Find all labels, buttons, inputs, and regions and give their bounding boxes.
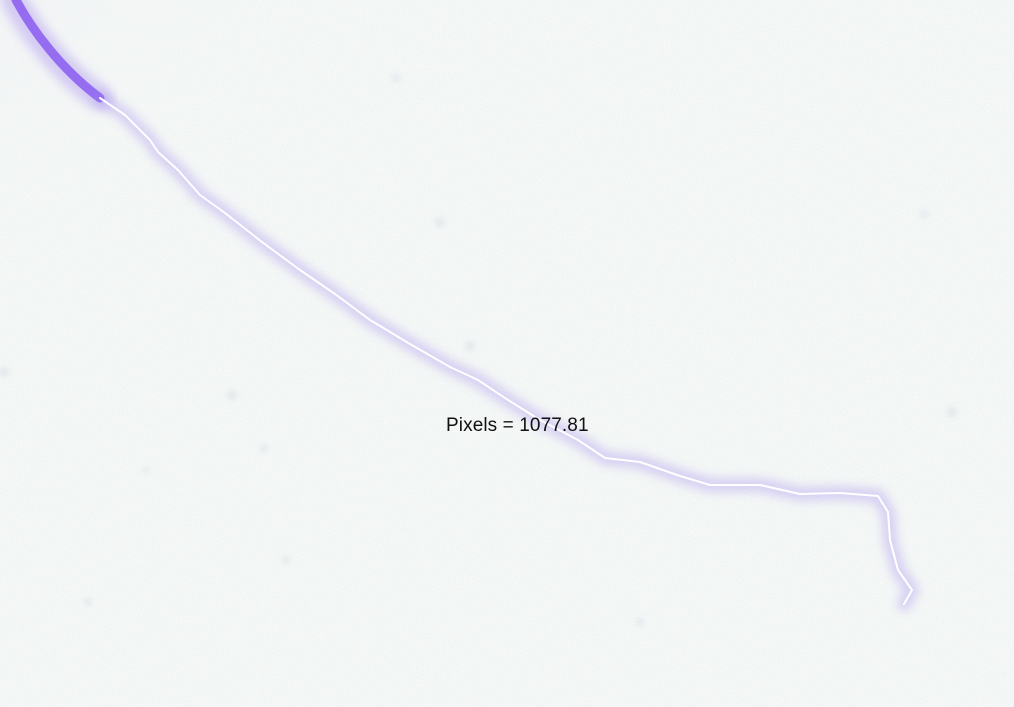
- fiber-thick-core: [11, 0, 105, 103]
- measurement-trace: [99, 97, 913, 605]
- measurement-label: Pixels = 1077.81: [446, 415, 589, 436]
- background-specks: [0, 74, 957, 626]
